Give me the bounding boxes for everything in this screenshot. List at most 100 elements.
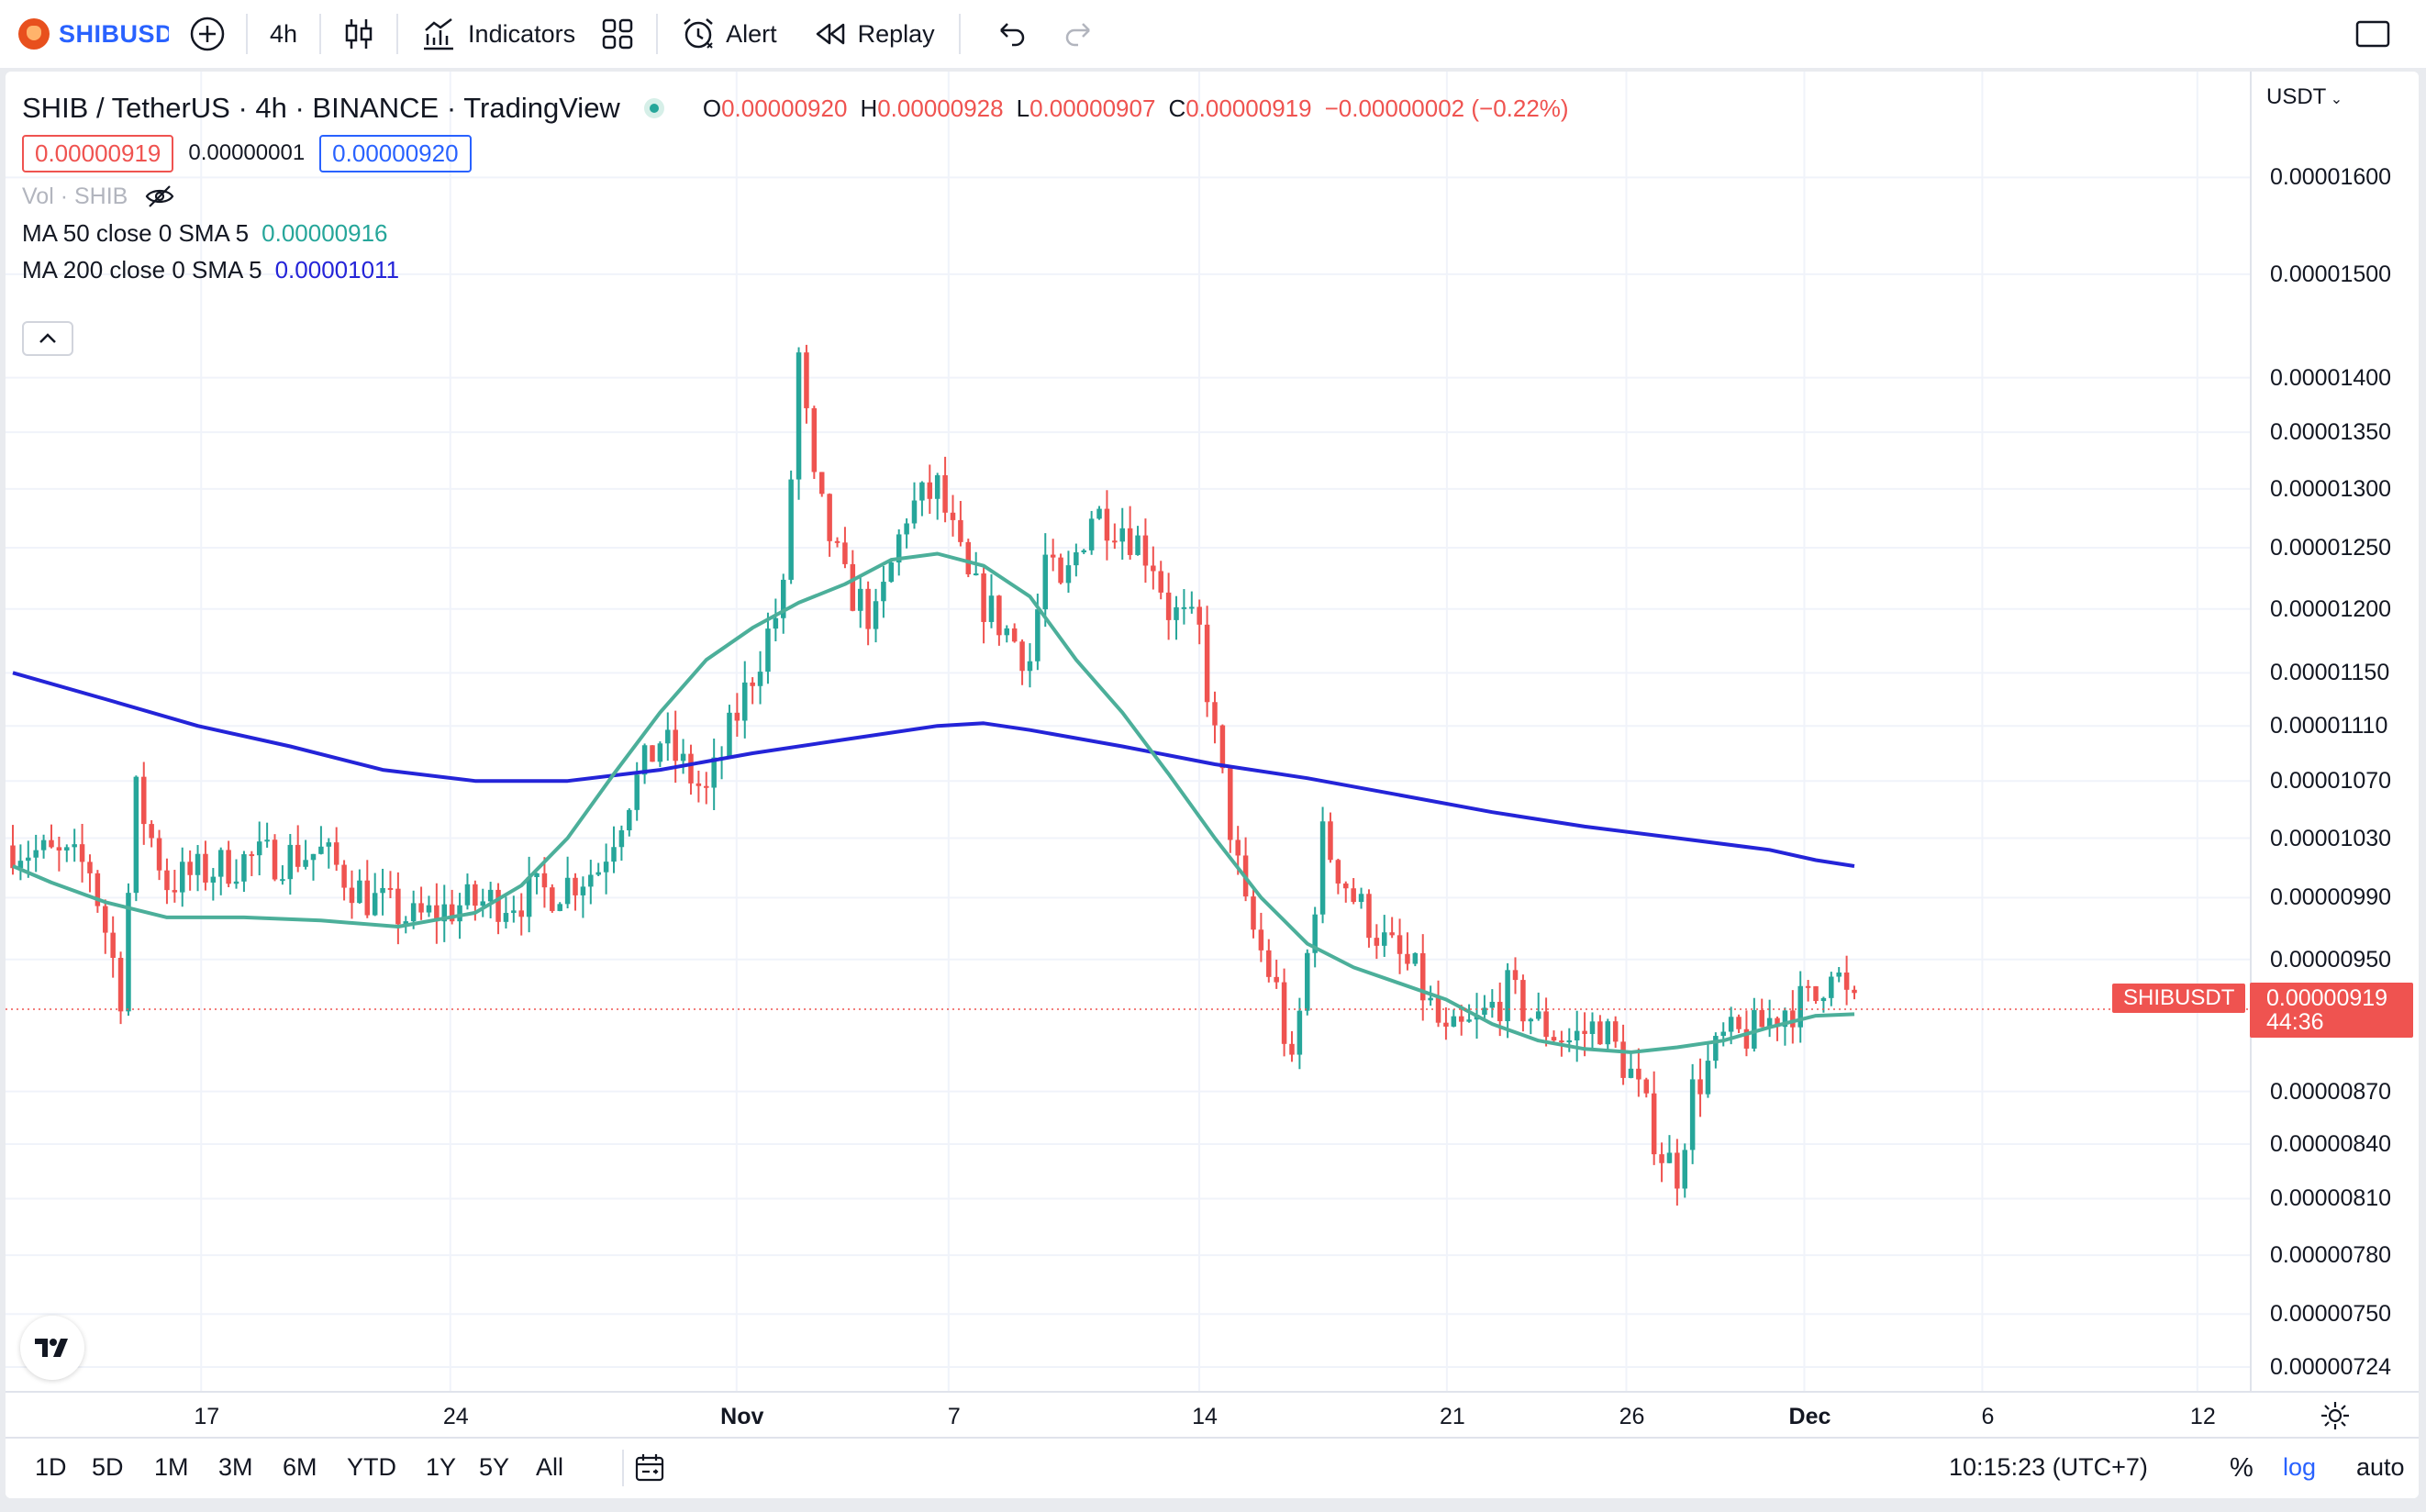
price-tick-label: 0.00001200 xyxy=(2270,595,2392,622)
candle-body xyxy=(1319,821,1326,915)
candle-body xyxy=(1720,1031,1726,1037)
candle-body xyxy=(1628,1068,1634,1078)
log-toggle[interactable]: log xyxy=(2283,1453,2317,1481)
plus-circle-icon xyxy=(190,17,225,51)
candle-body xyxy=(126,893,131,1012)
replay-button[interactable]: Replay xyxy=(814,0,935,68)
range-button[interactable]: 1D xyxy=(35,1453,67,1481)
candle-body xyxy=(1196,606,1202,625)
interval-button[interactable]: 4h xyxy=(270,0,297,68)
indicators-button[interactable]: Indicators xyxy=(420,0,575,68)
candle-body xyxy=(49,839,54,848)
candle-body xyxy=(26,857,31,862)
range-button[interactable]: YTD xyxy=(347,1453,396,1481)
candle-body xyxy=(1428,997,1433,1001)
layouts-button[interactable] xyxy=(601,0,634,68)
close-label: C xyxy=(1168,94,1186,122)
candle-body xyxy=(1489,1001,1496,1008)
range-button[interactable]: 1M xyxy=(154,1453,189,1481)
candle-body xyxy=(1659,1154,1664,1163)
low-label: L xyxy=(1016,94,1030,122)
buy-price-button[interactable]: 0.00000920 xyxy=(319,134,472,172)
candle-body xyxy=(1397,935,1403,954)
volume-label[interactable]: Vol · SHIB xyxy=(22,183,128,209)
candle-body xyxy=(349,887,355,904)
candle-body xyxy=(1636,1068,1641,1080)
toolbar-divider xyxy=(958,14,961,54)
ma200-row[interactable]: MA 200 close 0 SMA 5 0.00001011 xyxy=(22,251,1569,288)
candle-body xyxy=(1675,1152,1680,1189)
percent-toggle[interactable]: % xyxy=(2230,1453,2254,1483)
candle-body xyxy=(734,712,740,721)
candle-body xyxy=(1589,1021,1596,1034)
candle-body xyxy=(1582,1030,1587,1034)
candle-body xyxy=(1759,1009,1764,1028)
candle-body xyxy=(1482,1007,1487,1016)
currency-dropdown[interactable]: USDT ⌄ xyxy=(2266,84,2343,110)
tradingview-logo[interactable] xyxy=(20,1316,84,1380)
candle-body xyxy=(95,873,101,906)
alarm-clock-icon xyxy=(684,18,713,49)
settings-gear-icon[interactable] xyxy=(2320,1400,2351,1431)
candle-body xyxy=(17,861,24,869)
candle-body xyxy=(156,838,162,871)
candle-body xyxy=(750,682,755,686)
range-button[interactable]: 6M xyxy=(283,1453,317,1481)
ma50-row[interactable]: MA 50 close 0 SMA 5 0.00000916 xyxy=(22,215,1569,251)
bottom-divider xyxy=(622,1450,624,1486)
range-button[interactable]: 5D xyxy=(92,1453,124,1481)
candle-body xyxy=(333,842,339,865)
redo-button[interactable] xyxy=(1063,0,1096,68)
candle-body xyxy=(87,862,93,873)
clock-display[interactable]: 10:15:23 (UTC+7) xyxy=(1949,1453,2148,1481)
candle-body xyxy=(434,905,440,922)
candle-body xyxy=(811,407,818,472)
high-label: H xyxy=(860,94,878,122)
range-button[interactable]: All xyxy=(536,1453,564,1481)
candle-body xyxy=(1035,609,1041,662)
candle-body xyxy=(650,745,655,762)
market-status-icon[interactable] xyxy=(643,98,664,118)
candle-body xyxy=(1713,1036,1719,1062)
time-axis[interactable]: 17 24 Nov 7 14 21 26 Dec 6 12 xyxy=(6,1391,2419,1437)
time-tick-label: 17 xyxy=(194,1404,220,1429)
date-range-icon[interactable] xyxy=(633,1451,666,1484)
compare-button[interactable] xyxy=(189,0,226,68)
candle-body xyxy=(888,562,895,583)
time-tick-label: 12 xyxy=(2189,1404,2216,1429)
auto-toggle[interactable]: auto xyxy=(2356,1453,2405,1481)
candle-body xyxy=(896,534,902,563)
price-tick-label: 0.00000724 xyxy=(2270,1354,2392,1380)
eye-hidden-icon[interactable] xyxy=(144,184,175,208)
candle-body xyxy=(1620,1041,1626,1078)
candle-body xyxy=(40,839,47,850)
price-chart[interactable] xyxy=(6,72,2250,1391)
symbol-search[interactable]: SHIBUSD xyxy=(18,0,169,68)
candle-body xyxy=(780,579,786,618)
range-button[interactable]: 5Y xyxy=(479,1453,510,1481)
chart-type-button[interactable] xyxy=(343,0,374,68)
range-button[interactable]: 1Y xyxy=(426,1453,457,1481)
candle-body xyxy=(557,904,562,911)
candle-body xyxy=(56,847,62,850)
candle-body xyxy=(164,870,170,891)
price-axis[interactable]: USDT ⌄ 0.00001600 0.00001500 0.00001400 0.0… xyxy=(2250,72,2419,1391)
sell-price-button[interactable]: 0.00000919 xyxy=(22,134,174,172)
candle-body xyxy=(249,854,255,857)
collapse-legend-button[interactable] xyxy=(22,321,73,356)
candle-body xyxy=(441,904,448,922)
range-button[interactable]: 3M xyxy=(218,1453,253,1481)
fullscreen-button[interactable] xyxy=(2354,0,2391,68)
candle-body xyxy=(1766,1017,1773,1028)
candle-body xyxy=(1412,952,1419,964)
candle-body xyxy=(965,541,972,574)
candle-body xyxy=(1374,938,1380,946)
undo-button[interactable] xyxy=(994,0,1027,68)
alert-button[interactable]: Alert xyxy=(680,0,777,68)
chart-title[interactable]: SHIB / TetherUS · 4h · BINANCE · Trading… xyxy=(22,92,620,124)
candle-body xyxy=(641,745,648,775)
candle-body xyxy=(534,873,540,878)
candle-body xyxy=(1497,1001,1503,1022)
candle-body xyxy=(295,844,301,867)
candle-body xyxy=(449,904,455,922)
